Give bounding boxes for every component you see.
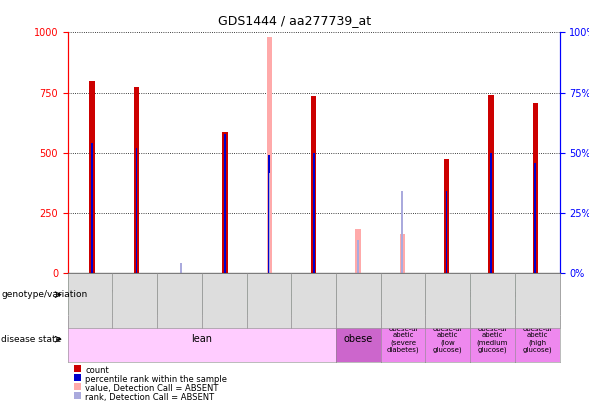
Bar — [269, 155, 270, 273]
Text: disease state: disease state — [1, 335, 61, 344]
Bar — [355, 229, 360, 273]
Text: obese-di
abetic
(medium
glucose): obese-di abetic (medium glucose) — [477, 326, 508, 353]
Text: F1(B6 x BTBR): F1(B6 x BTBR) — [237, 290, 302, 299]
Bar — [534, 162, 536, 273]
Text: count: count — [85, 366, 109, 375]
Bar — [269, 173, 270, 273]
Bar — [223, 132, 228, 273]
Bar — [267, 37, 272, 273]
Text: obese-di
abetic
(low
glucose): obese-di abetic (low glucose) — [433, 326, 462, 353]
Bar — [490, 153, 492, 273]
Text: GDS1444 / aa277739_at: GDS1444 / aa277739_at — [218, 14, 371, 27]
Bar — [401, 192, 403, 273]
Text: obese: obese — [344, 334, 373, 344]
Bar — [268, 135, 271, 273]
Bar — [90, 81, 95, 273]
Bar — [532, 104, 538, 273]
Bar — [488, 95, 494, 273]
Text: obese-di
abetic
(severe
diabetes): obese-di abetic (severe diabetes) — [387, 326, 419, 353]
Text: obese-di
abetic
(high
glucose): obese-di abetic (high glucose) — [522, 326, 552, 353]
Text: percentile rank within the sample: percentile rank within the sample — [85, 375, 227, 384]
Text: F2(B6 x BTBR)-ob/ob: F2(B6 x BTBR)-ob/ob — [446, 290, 540, 299]
Text: lean: lean — [191, 334, 213, 344]
Bar — [444, 159, 449, 273]
Bar — [91, 143, 93, 273]
Bar — [180, 262, 181, 273]
Bar — [313, 153, 315, 273]
Text: BTBR: BTBR — [168, 290, 191, 299]
Bar — [446, 192, 448, 273]
Text: value, Detection Call = ABSENT: value, Detection Call = ABSENT — [85, 384, 219, 393]
Bar — [399, 234, 405, 273]
Bar — [134, 87, 139, 273]
Bar — [224, 134, 226, 273]
Bar — [357, 240, 359, 273]
Text: C57BL/6J (B6): C57BL/6J (B6) — [81, 290, 144, 299]
Text: rank, Detection Call = ABSENT: rank, Detection Call = ABSENT — [85, 393, 214, 402]
Text: genotype/variation: genotype/variation — [1, 290, 87, 299]
Bar — [311, 96, 316, 273]
Text: B6-ob/
ob: B6-ob/ ob — [346, 285, 371, 304]
Text: BTBR-ob
/ob: BTBR-ob /ob — [387, 285, 419, 304]
Bar — [401, 236, 403, 273]
Bar — [135, 148, 137, 273]
